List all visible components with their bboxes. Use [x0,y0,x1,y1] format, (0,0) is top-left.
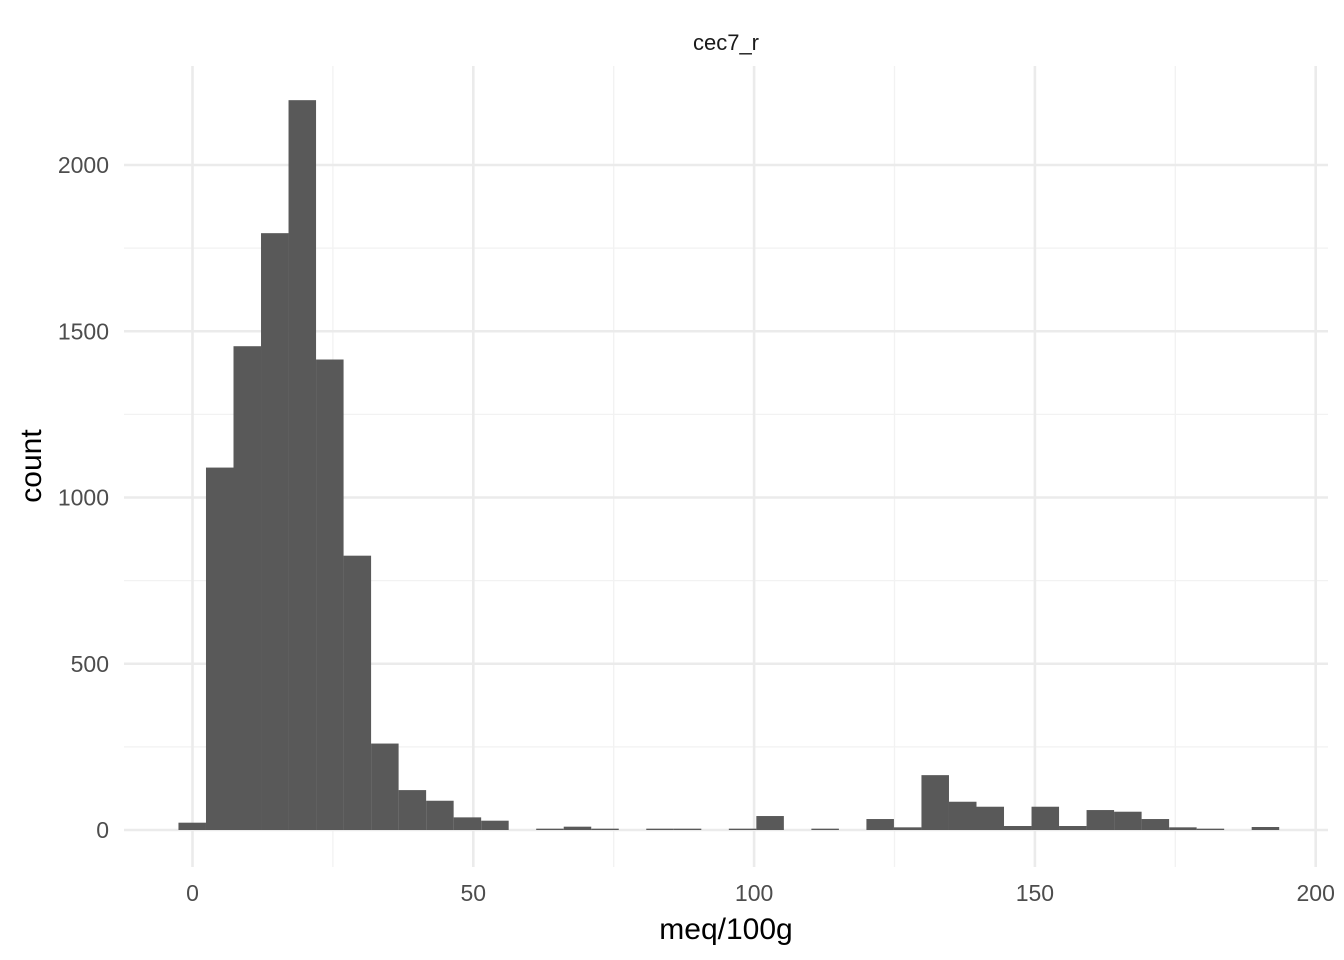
y-tick-label: 1000 [58,485,109,511]
x-tick-label: 50 [461,880,487,906]
histogram-bar [866,819,894,830]
histogram-bar [1059,826,1087,830]
facet-title: cec7_r [693,30,759,55]
histogram-bar [673,828,702,830]
histogram-bar [948,801,977,830]
histogram-bar [1196,828,1225,830]
histogram-bar [728,828,757,830]
histogram-bar [288,100,317,831]
histogram-bar [1031,806,1060,830]
histogram-bar [453,817,482,830]
histogram-bar [591,828,619,830]
histogram-bar [756,816,784,830]
histogram-bar [371,743,399,830]
y-tick-label: 2000 [58,152,109,178]
histogram-bar [1169,827,1197,830]
histogram-bar [261,233,289,831]
histogram-bar [316,359,344,830]
histogram-bar [1086,810,1115,830]
histogram-bar [1114,811,1142,830]
x-tick-label: 150 [1016,880,1054,906]
histogram-bar [205,467,234,830]
histogram-bar [1251,827,1280,830]
histogram-bar [536,828,564,830]
histogram-bar [426,800,454,830]
histogram-bar [1141,819,1170,830]
histogram-bar [398,790,427,830]
histogram-bar [646,828,674,830]
histogram-bar [921,775,949,830]
y-tick-label: 1500 [58,318,109,344]
histogram-bar [233,346,262,830]
x-tick-label: 0 [186,880,199,906]
bar-layer [178,100,1280,831]
histogram-bar [563,826,592,830]
histogram-bar [893,827,922,830]
histogram-bar [481,820,509,830]
y-tick-label: 0 [96,817,109,843]
y-axis-title: count [15,429,48,503]
histogram-bar [1004,826,1032,830]
histogram-bar [976,806,1005,830]
x-axis-title: meq/100g [659,913,792,946]
histogram-bar [811,828,839,830]
x-tick-label: 100 [735,880,773,906]
x-tick-label: 200 [1297,880,1335,906]
y-tick-label: 500 [71,651,109,677]
histogram-bar [343,555,372,830]
histogram-bar [178,822,206,830]
